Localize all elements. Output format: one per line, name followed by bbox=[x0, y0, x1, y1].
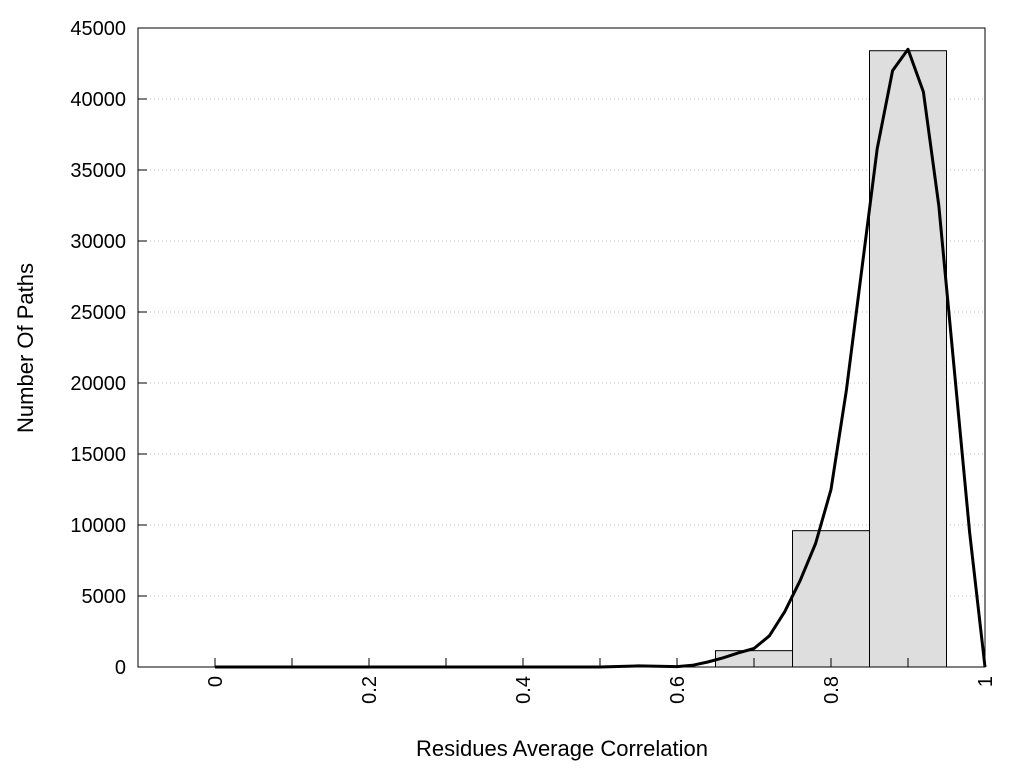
y-tick-label-9: 45000 bbox=[70, 18, 126, 40]
x-axis-title: Residues Average Correlation bbox=[416, 736, 708, 761]
x-tick-labels: 0 0.2 0.4 0.6 0.8 1 bbox=[205, 676, 997, 704]
x-tick-label-4: 0.8 bbox=[821, 676, 843, 704]
bar-1 bbox=[792, 530, 870, 668]
y-tick-label-1: 5000 bbox=[82, 586, 127, 608]
y-tick-label-5: 25000 bbox=[70, 302, 126, 324]
y-tick-label-3: 15000 bbox=[70, 444, 126, 466]
fit-curve-line bbox=[215, 47, 987, 669]
y-tick-label-2: 10000 bbox=[70, 515, 126, 537]
y-tick-label-6: 30000 bbox=[70, 231, 126, 253]
y-tick-labels: 0 5000 10000 15000 20000 25000 30000 35000 40000… bbox=[70, 18, 126, 679]
x-tick-label-2: 0.4 bbox=[513, 676, 535, 704]
y-tick-label-8: 40000 bbox=[70, 89, 126, 111]
x-tick-label-5: 1 bbox=[975, 676, 997, 687]
grid-lines bbox=[138, 98, 985, 597]
x-tick-label-0: 0 bbox=[205, 676, 227, 687]
y-axis-title: Number Of Paths bbox=[13, 263, 38, 433]
y-tick-label-7: 35000 bbox=[70, 160, 126, 182]
histogram-bars bbox=[715, 50, 947, 668]
fit-curve bbox=[215, 47, 987, 669]
bar-2 bbox=[869, 50, 947, 668]
x-tick-label-1: 0.2 bbox=[359, 676, 381, 704]
axis-ticks bbox=[138, 27, 986, 668]
y-tick-label-0: 0 bbox=[115, 657, 126, 679]
plot-area-frame bbox=[137, 27, 986, 668]
x-tick-label-3: 0.6 bbox=[667, 676, 689, 704]
y-tick-label-4: 20000 bbox=[70, 373, 126, 395]
